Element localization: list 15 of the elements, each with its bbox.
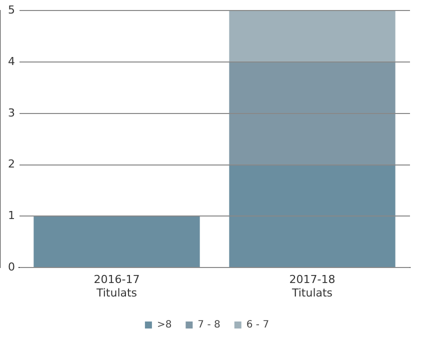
x-tick-label: 2016-17 Titulats	[94, 273, 140, 300]
y-tick-label: 1	[8, 209, 15, 222]
legend-label: >8	[156, 320, 172, 331]
y-tick-label: 3	[8, 106, 15, 120]
y-tick-label: 4	[8, 54, 15, 68]
bar	[229, 164, 396, 268]
legend-label: 7 - 8	[198, 320, 220, 331]
bar	[229, 10, 396, 62]
legend-label: 6 - 7	[246, 320, 270, 331]
y-tick-label: 5	[8, 3, 15, 16]
bar	[229, 62, 396, 165]
y-tick-label: 0	[8, 260, 15, 274]
bar	[34, 216, 200, 268]
y-tick-label: 2	[8, 158, 15, 171]
x-tick-label: 2017-18 Titulats	[289, 273, 336, 300]
